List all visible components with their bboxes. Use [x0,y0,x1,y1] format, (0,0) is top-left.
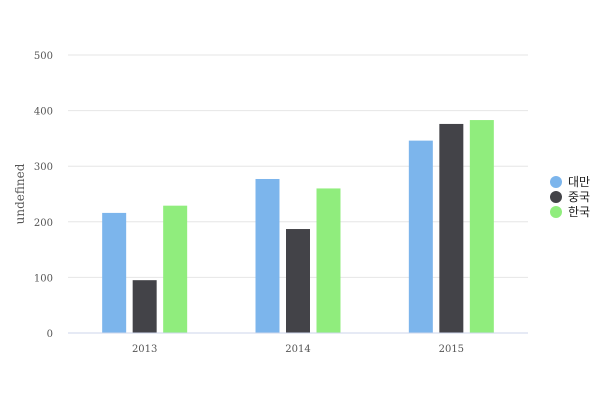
bar-2013-1[interactable] [132,280,157,333]
bar-2015-1[interactable] [439,123,464,333]
legend-item-0[interactable]: 대만 [550,175,590,189]
bar-2015-2[interactable] [469,120,494,333]
bars [102,120,494,333]
x-tick-label: 2015 [439,344,464,355]
y-tick-label: 300 [34,162,53,173]
y-tick-label: 400 [34,107,53,118]
legend-item-1[interactable]: 중국 [550,190,590,204]
y-axis-ticks: 0 100 200 300 400 500 [34,51,53,340]
bar-2015-0[interactable] [408,140,433,333]
legend-item-2[interactable]: 한국 [550,205,590,219]
y-tick-label: 200 [34,218,53,229]
x-tick-label: 2013 [132,344,157,355]
legend-marker [550,191,562,203]
y-axis-label: undefined [13,163,27,224]
bar-2013-2[interactable] [163,205,188,333]
y-tick-label: 100 [34,273,53,284]
y-tick-label: 0 [47,329,53,340]
legend-marker [550,206,562,218]
y-tick-label: 500 [34,51,53,62]
bar-2014-2[interactable] [316,188,341,333]
bar-2014-0[interactable] [255,178,280,333]
legend-label: 대만 [568,175,590,189]
bar-2014-1[interactable] [286,229,310,333]
x-axis-ticks: 2013 2014 2015 [132,344,464,355]
legend-marker [550,176,562,188]
x-tick-label: 2014 [285,344,310,355]
bar-2013-0[interactable] [102,212,127,333]
legend-label: 중국 [568,190,590,204]
legend-label: 한국 [568,205,590,219]
